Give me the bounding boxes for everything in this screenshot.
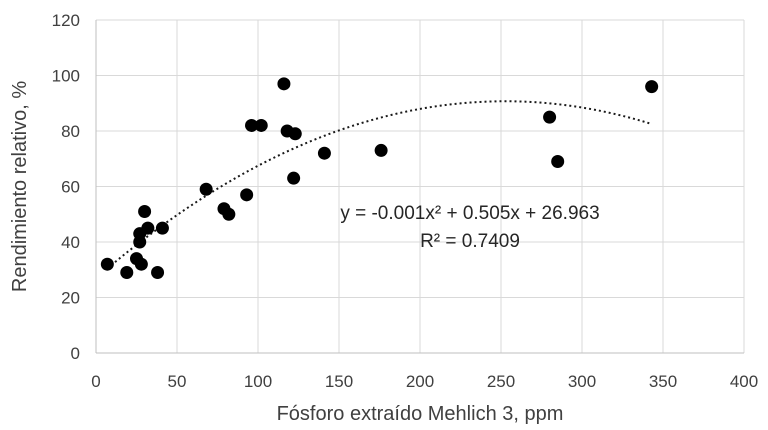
x-tick-label: 200 [406, 372, 434, 391]
data-point [288, 127, 302, 141]
data-point [317, 146, 331, 160]
data-point [374, 143, 388, 157]
x-tick-label: 0 [91, 372, 100, 391]
x-tick-label: 100 [244, 372, 272, 391]
x-tick-label: 150 [325, 372, 353, 391]
data-point [141, 221, 155, 235]
x-tick-label: 50 [168, 372, 187, 391]
y-tick-labels: 0 20 40 60 80 100 120 [52, 11, 80, 363]
data-point [199, 182, 213, 196]
data-point [155, 221, 169, 235]
data-point [222, 207, 236, 221]
data-point [245, 118, 259, 132]
data-point [551, 155, 565, 169]
data-point [100, 257, 114, 271]
x-tick-label: 350 [649, 372, 677, 391]
polynomial-trendline [106, 100, 652, 270]
data-point [120, 266, 134, 280]
data-point [138, 204, 152, 218]
y-tick-label: 40 [61, 233, 80, 252]
axes [95, 20, 744, 354]
data-point [543, 110, 557, 124]
trendline-equation: y = -0.001x² + 0.505x + 26.963 [340, 203, 599, 224]
y-tick-label: 60 [61, 178, 80, 197]
x-axis-title: Fósforo extraído Mehlich 3, ppm [277, 403, 564, 425]
y-axis-title: Rendimiento relativo, % [9, 81, 31, 292]
data-point [287, 171, 301, 185]
data-point [240, 188, 254, 202]
data-point [645, 80, 659, 94]
gridlines [96, 19, 745, 353]
x-tick-labels: 0 50 100 150 200 250 300 350 400 [91, 372, 758, 391]
r-squared-label: R² = 0.7409 [420, 231, 520, 252]
x-tick-label: 300 [568, 372, 596, 391]
data-point [277, 77, 291, 91]
data-point [134, 257, 148, 271]
data-point [151, 266, 165, 280]
x-tick-label: 400 [730, 372, 758, 391]
y-tick-label: 80 [61, 122, 80, 141]
data-points [100, 77, 659, 280]
x-tick-label: 250 [487, 372, 515, 391]
y-tick-label: 120 [52, 11, 80, 30]
y-tick-label: 0 [71, 344, 80, 363]
y-tick-label: 20 [61, 289, 80, 308]
data-point [254, 118, 268, 132]
y-tick-label: 100 [52, 67, 80, 86]
